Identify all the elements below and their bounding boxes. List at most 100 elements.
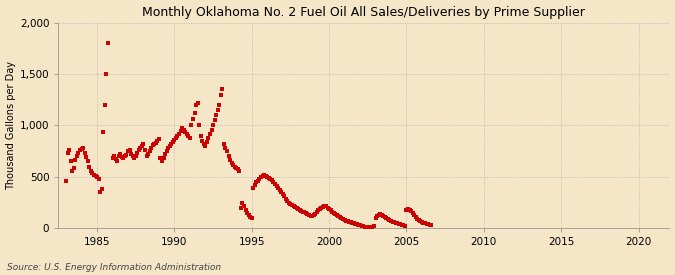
Point (378, 214, 389, 218)
Point (412, 217, 423, 221)
Point (192, 101, 203, 105)
Point (151, 141, 161, 145)
Point (362, 225, 373, 230)
Point (246, 216, 257, 220)
Point (319, 204, 330, 208)
Point (167, 140, 178, 144)
Point (316, 206, 327, 210)
Point (219, 142, 230, 146)
Point (410, 215, 421, 219)
Point (103, 41, 113, 45)
Point (214, 103, 225, 107)
Point (203, 136, 214, 140)
Point (279, 194, 290, 199)
Point (142, 152, 153, 156)
Point (130, 154, 141, 159)
Point (344, 219, 354, 224)
Text: Source: U.S. Energy Information Administration: Source: U.S. Energy Information Administ… (7, 263, 221, 272)
Point (147, 143, 158, 147)
Point (274, 188, 285, 192)
Point (144, 149, 155, 153)
Point (254, 177, 265, 181)
Point (276, 190, 287, 195)
Point (116, 155, 127, 160)
Point (126, 152, 136, 156)
Point (190, 103, 201, 107)
Point (259, 173, 269, 177)
Point (197, 139, 208, 143)
Point (230, 164, 240, 169)
Point (227, 162, 238, 167)
Point (298, 210, 308, 214)
Point (267, 178, 277, 182)
Point (231, 166, 242, 170)
Point (381, 216, 392, 220)
Point (306, 214, 317, 218)
Point (308, 213, 319, 217)
Point (198, 142, 209, 146)
Point (376, 213, 387, 217)
Point (353, 223, 364, 227)
Point (205, 131, 215, 136)
Point (239, 204, 250, 208)
Point (61, 179, 72, 183)
Point (64, 148, 75, 152)
Point (98, 130, 109, 134)
Point (72, 154, 82, 159)
Point (62, 151, 73, 155)
Point (333, 214, 344, 218)
Point (184, 136, 195, 140)
Point (401, 208, 412, 212)
Point (322, 206, 333, 210)
Point (129, 156, 140, 161)
Point (236, 206, 246, 210)
Point (335, 215, 346, 219)
Point (305, 213, 316, 218)
Point (294, 208, 305, 212)
Point (65, 159, 76, 164)
Point (389, 220, 400, 224)
Point (384, 218, 395, 222)
Point (304, 213, 315, 217)
Point (158, 156, 169, 161)
Point (315, 207, 325, 211)
Point (385, 219, 396, 223)
Point (180, 130, 190, 134)
Point (107, 156, 118, 161)
Point (84, 164, 95, 169)
Point (327, 210, 338, 214)
Point (189, 111, 200, 115)
Point (317, 205, 328, 209)
Point (95, 190, 105, 195)
Point (392, 221, 402, 226)
Point (186, 123, 197, 128)
Point (124, 148, 135, 152)
Point (245, 215, 256, 219)
Point (354, 223, 365, 227)
Point (99, 103, 110, 107)
Point (226, 160, 237, 165)
Point (140, 148, 151, 152)
Point (194, 123, 205, 128)
Point (118, 156, 129, 161)
Title: Monthly Oklahoma No. 2 Fuel Oil All Sales/Deliveries by Prime Supplier: Monthly Oklahoma No. 2 Fuel Oil All Sale… (142, 6, 585, 18)
Point (269, 182, 280, 186)
Point (325, 208, 336, 213)
Point (339, 218, 350, 222)
Point (202, 140, 213, 144)
Point (369, 224, 379, 229)
Point (248, 186, 259, 191)
Point (206, 127, 217, 132)
Point (390, 221, 401, 225)
Point (183, 134, 194, 138)
Point (234, 169, 245, 173)
Point (87, 170, 98, 175)
Point (268, 180, 279, 184)
Point (404, 208, 415, 212)
Point (426, 223, 437, 227)
Point (135, 146, 146, 150)
Point (420, 221, 431, 226)
Point (169, 138, 180, 142)
Point (347, 221, 358, 225)
Point (311, 210, 322, 214)
